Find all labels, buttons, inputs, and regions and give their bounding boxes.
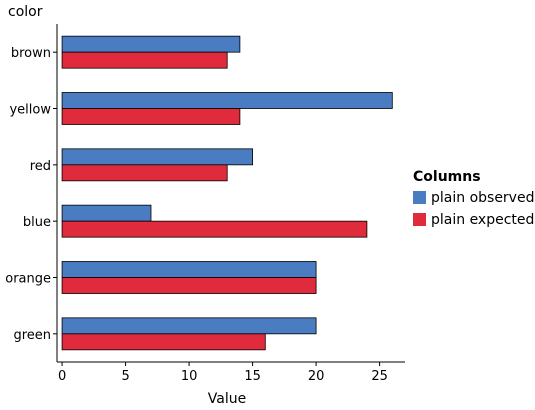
- bar-plain-expected-orange: [61, 277, 317, 294]
- x-tick-label: 5: [121, 369, 129, 384]
- y-axis-ticks: brown yellow red blue orange green: [5, 46, 57, 343]
- bar-plain-observed-orange: [61, 261, 317, 278]
- bar-plain-expected-brown: [61, 51, 228, 69]
- bar-plain-observed-brown: [61, 35, 241, 53]
- legend-label-plain-observed: plain observed: [431, 190, 534, 206]
- bar-plain-observed-yellow: [61, 92, 393, 109]
- x-tick-label: 25: [371, 369, 388, 384]
- y-tick-label: brown: [11, 46, 51, 61]
- bar-plain-expected-blue: [61, 220, 368, 238]
- bars-group: [61, 35, 393, 351]
- x-tick-label: 10: [181, 369, 198, 384]
- legend: Columns plain observed plain expected: [413, 169, 534, 228]
- bar-plain-observed-red: [61, 148, 253, 166]
- x-tick-label: 20: [308, 369, 325, 384]
- bar-plain-observed-green: [61, 317, 317, 335]
- y-tick-label: green: [13, 328, 51, 343]
- x-axis-ticks: 0 5 10 15 20 25: [58, 362, 388, 384]
- y-tick-label: blue: [23, 215, 51, 230]
- bar-plain-expected-green: [61, 333, 266, 351]
- y-tick-label: red: [30, 159, 51, 174]
- bar-plain-expected-yellow: [61, 108, 241, 125]
- bar-plain-observed-blue: [61, 204, 152, 222]
- x-axis-title: Value: [208, 391, 246, 407]
- legend-title: Columns: [413, 169, 481, 185]
- x-tick-label: 0: [58, 369, 66, 384]
- legend-swatch-plain-observed: [413, 191, 426, 204]
- legend-swatch-plain-expected: [413, 213, 426, 226]
- legend-items: plain observed plain expected: [413, 190, 534, 228]
- y-tick-label: orange: [5, 272, 51, 287]
- y-tick-label: yellow: [9, 103, 51, 118]
- x-tick-label: 15: [244, 369, 261, 384]
- legend-label-plain-expected: plain expected: [431, 212, 534, 228]
- bar-plain-expected-red: [61, 164, 228, 182]
- y-axis-title: color: [8, 4, 43, 20]
